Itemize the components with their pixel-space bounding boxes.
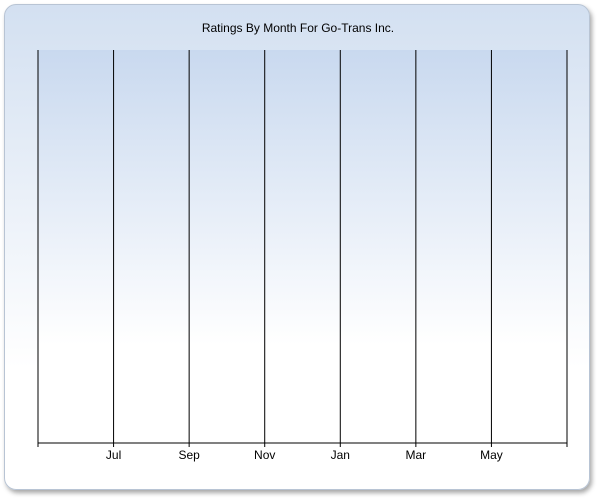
x-tick-label: Sep xyxy=(178,448,200,462)
x-tick-label: Mar xyxy=(406,448,427,462)
x-tick-label: Jan xyxy=(331,448,350,462)
x-tick-label: Jul xyxy=(106,448,121,462)
plot-area xyxy=(38,50,567,443)
x-tick-label: May xyxy=(480,448,503,462)
chart-title: Ratings By Month For Go-Trans Inc. xyxy=(202,21,394,35)
x-tick-label: Nov xyxy=(254,448,275,462)
